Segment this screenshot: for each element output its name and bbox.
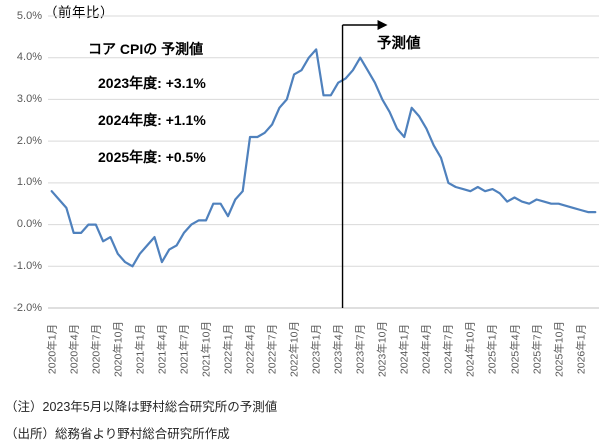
x-tick-label: 2026年1月 — [575, 323, 588, 375]
chart-notes: （注）2023年5月以降は野村総合研究所の予測値 （出所）総務省より野村総合研究… — [5, 396, 277, 444]
y-tick-label: -1.0% — [13, 259, 42, 272]
x-tick-label: 2022年1月 — [222, 323, 235, 375]
x-tick-label: 2021年1月 — [134, 323, 147, 375]
annotation-fy2025: 2025年度: +0.5% — [98, 149, 206, 165]
x-tick-label: 2024年10月 — [464, 320, 477, 378]
y-tick-label: 4.0% — [16, 51, 42, 64]
y-tick-label: 5.0% — [16, 9, 42, 22]
x-tick-label: 2023年1月 — [310, 323, 323, 375]
x-tick-label: 2023年10月 — [376, 320, 389, 378]
annotation-fy2023: 2023年度: +3.1% — [98, 75, 206, 91]
x-tick-label: 2025年4月 — [509, 323, 521, 375]
x-tick-label: 2022年4月 — [244, 323, 257, 375]
x-tick-label: 2020年7月 — [90, 323, 103, 375]
x-tick-label: 2020年10月 — [112, 320, 125, 378]
y-tick-label: 1.0% — [16, 176, 42, 189]
x-tick-label: 2021年10月 — [200, 320, 213, 378]
x-tick-label: 2025年1月 — [486, 323, 499, 375]
forecast-label: 予測値 — [377, 36, 421, 52]
x-tick-label: 2024年4月 — [420, 323, 433, 375]
x-tick-label: 2025年7月 — [531, 323, 544, 375]
x-tick-label: 2020年4月 — [68, 323, 81, 375]
x-tick-label: 2023年7月 — [354, 323, 367, 375]
cpi-line-series — [50, 48, 597, 268]
annotation-fy2024: 2024年度: +1.1% — [98, 112, 206, 128]
note-source-note: （注）2023年5月以降は野村総合研究所の予測値 — [5, 400, 278, 414]
x-tick-label: 2024年1月 — [398, 323, 411, 375]
forecast-arrow-head-icon — [377, 20, 388, 30]
annotation-heading: コア CPIの 予測値 — [88, 41, 204, 57]
x-tick-label: 2025年10月 — [553, 320, 566, 378]
x-tick-label: 2023年4月 — [332, 323, 345, 375]
x-tick-label: 2022年7月 — [266, 323, 279, 375]
note-source: （出所）総務省より野村総合研究所作成 — [5, 427, 230, 441]
x-tick-label: 2021年4月 — [156, 323, 169, 375]
chart-plot-area — [48, 15, 599, 309]
x-tick-label: 2022年10月 — [288, 320, 301, 378]
forecast-annotation: コア CPIの 予測値 2023年度: +3.1% 2024年度: +1.1% … — [88, 39, 206, 184]
y-tick-label: 0.0% — [16, 218, 42, 231]
y-tick-label: -2.0% — [13, 301, 42, 314]
x-tick-label: 2020年1月 — [46, 323, 59, 375]
x-tick-label: 2024年7月 — [442, 323, 455, 375]
y-tick-label: 2.0% — [16, 134, 42, 147]
x-tick-label: 2021年7月 — [178, 323, 191, 375]
y-tick-label: 3.0% — [16, 92, 42, 105]
